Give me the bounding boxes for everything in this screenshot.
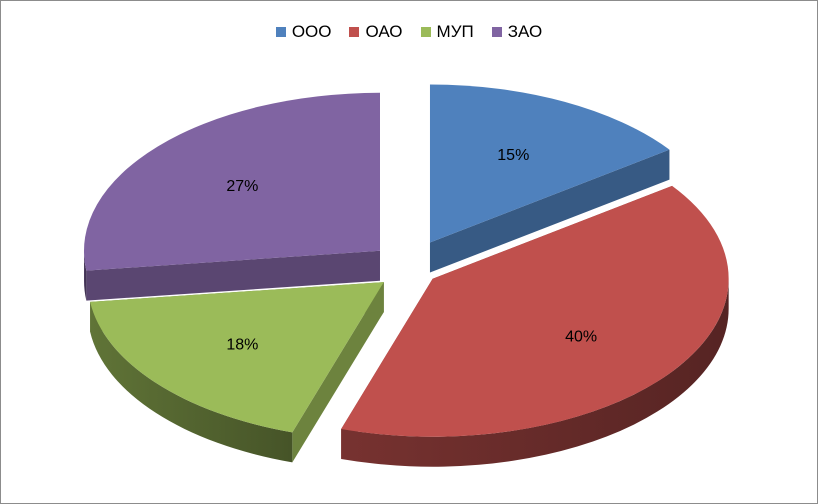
legend-label: ОАО xyxy=(365,22,403,41)
legend-swatch xyxy=(275,27,286,37)
data-label-зао: 27% xyxy=(226,178,258,195)
legend-swatch xyxy=(349,27,360,37)
legend-item: ЗАО xyxy=(491,22,543,42)
data-label-муп: 18% xyxy=(226,337,258,354)
legend-swatch xyxy=(420,27,431,37)
legend-item: ООО xyxy=(275,22,332,42)
legend-item: МУП xyxy=(420,22,474,42)
pie-slice-ооо xyxy=(429,84,670,273)
legend-label: ООО xyxy=(291,22,332,41)
pie-slice-муп xyxy=(90,282,384,463)
data-label-ооо: 15% xyxy=(497,147,529,164)
legend-item: ОАО xyxy=(349,22,403,42)
data-label-оао: 40% xyxy=(565,328,597,345)
pie-slice-зао xyxy=(83,92,380,301)
legend: ООО ОАО МУП ЗАО xyxy=(0,22,818,42)
pie-slice-оао xyxy=(341,185,729,467)
legend-label: ЗАО xyxy=(507,22,543,41)
legend-label: МУП xyxy=(436,22,474,41)
legend-swatch xyxy=(491,27,502,37)
